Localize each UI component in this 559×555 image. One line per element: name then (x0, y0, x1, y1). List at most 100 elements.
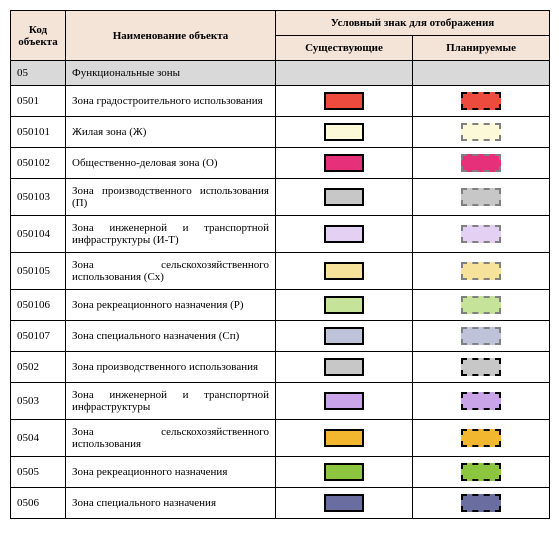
existing-swatch (324, 123, 364, 141)
table-row: 050107Зона специального назначения (Сп) (11, 321, 550, 352)
table-row: 050105Зона сельскохозяйственного использ… (11, 253, 550, 290)
existing-swatch (324, 392, 364, 410)
row-code: 050101 (11, 117, 66, 148)
existing-symbol-cell (276, 216, 413, 253)
planned-symbol-cell (413, 216, 550, 253)
table-row: 0503Зона инженерной и транспортной инфра… (11, 383, 550, 420)
row-name: Зона рекреационного назначения (Р) (66, 290, 276, 321)
table-row: 0505Зона рекреационного назначения (11, 457, 550, 488)
row-code: 050102 (11, 148, 66, 179)
row-code: 0504 (11, 420, 66, 457)
existing-swatch (324, 188, 364, 206)
section-code: 05 (11, 61, 66, 86)
row-name: Жилая зона (Ж) (66, 117, 276, 148)
existing-symbol-cell (276, 290, 413, 321)
planned-symbol-cell (413, 420, 550, 457)
table-row: 050101Жилая зона (Ж) (11, 117, 550, 148)
row-name: Зона сельскохозяйственного использования (66, 420, 276, 457)
header-symbol: Условный знак для отображения (276, 11, 550, 36)
legend-table: Код объекта Наименование объекта Условны… (10, 10, 550, 519)
table-row: 050106Зона рекреационного назначения (Р) (11, 290, 550, 321)
row-name: Зона инженерной и транспортной инфрастру… (66, 216, 276, 253)
table-row: 0501Зона градостроительного использовани… (11, 86, 550, 117)
table-row: 0504Зона сельскохозяйственного использов… (11, 420, 550, 457)
section-existing-cell (276, 61, 413, 86)
row-name: Зона специального назначения (66, 488, 276, 519)
existing-symbol-cell (276, 253, 413, 290)
table-row: 0502Зона производственного использования (11, 352, 550, 383)
row-code: 050106 (11, 290, 66, 321)
planned-symbol-cell (413, 321, 550, 352)
planned-symbol-cell (413, 290, 550, 321)
table-row: 050103Зона производственного использован… (11, 179, 550, 216)
planned-swatch (461, 123, 501, 141)
row-code: 050105 (11, 253, 66, 290)
row-code: 050107 (11, 321, 66, 352)
existing-symbol-cell (276, 117, 413, 148)
row-name: Общественно-деловая зона (О) (66, 148, 276, 179)
header-name: Наименование объекта (66, 11, 276, 61)
planned-swatch (461, 358, 501, 376)
row-code: 0503 (11, 383, 66, 420)
row-code: 0502 (11, 352, 66, 383)
planned-swatch (461, 429, 501, 447)
planned-swatch (461, 154, 501, 172)
existing-symbol-cell (276, 383, 413, 420)
existing-swatch (324, 92, 364, 110)
planned-symbol-cell (413, 148, 550, 179)
row-name: Зона сельскохозяйственного использования… (66, 253, 276, 290)
row-name: Зона рекреационного назначения (66, 457, 276, 488)
table-row: 050104Зона инженерной и транспортной инф… (11, 216, 550, 253)
planned-swatch (461, 327, 501, 345)
row-code: 050103 (11, 179, 66, 216)
existing-swatch (324, 327, 364, 345)
planned-swatch (461, 188, 501, 206)
existing-symbol-cell (276, 86, 413, 117)
row-name: Зона производственного использования (П) (66, 179, 276, 216)
planned-swatch (461, 225, 501, 243)
existing-swatch (324, 429, 364, 447)
existing-swatch (324, 154, 364, 172)
row-code: 0506 (11, 488, 66, 519)
existing-swatch (324, 494, 364, 512)
planned-swatch (461, 296, 501, 314)
row-name: Зона производственного использования (66, 352, 276, 383)
existing-swatch (324, 358, 364, 376)
existing-symbol-cell (276, 321, 413, 352)
planned-swatch (461, 494, 501, 512)
section-row: 05 Функциональные зоны (11, 61, 550, 86)
planned-symbol-cell (413, 253, 550, 290)
row-name: Зона градостроительного использования (66, 86, 276, 117)
row-name: Зона инженерной и транспортной инфрастру… (66, 383, 276, 420)
planned-swatch (461, 262, 501, 280)
table-row: 0506Зона специального назначения (11, 488, 550, 519)
row-code: 050104 (11, 216, 66, 253)
existing-swatch (324, 262, 364, 280)
header-code: Код объекта (11, 11, 66, 61)
table-row: 050102Общественно-деловая зона (О) (11, 148, 550, 179)
planned-symbol-cell (413, 179, 550, 216)
existing-swatch (324, 225, 364, 243)
row-name: Зона специального назначения (Сп) (66, 321, 276, 352)
planned-symbol-cell (413, 117, 550, 148)
section-name: Функциональные зоны (66, 61, 276, 86)
planned-symbol-cell (413, 352, 550, 383)
existing-swatch (324, 463, 364, 481)
header-existing: Существующие (276, 36, 413, 61)
planned-symbol-cell (413, 457, 550, 488)
row-code: 0505 (11, 457, 66, 488)
existing-symbol-cell (276, 148, 413, 179)
row-code: 0501 (11, 86, 66, 117)
existing-symbol-cell (276, 420, 413, 457)
planned-swatch (461, 92, 501, 110)
planned-swatch (461, 463, 501, 481)
legend-body: 05 Функциональные зоны 0501Зона градостр… (11, 61, 550, 519)
planned-symbol-cell (413, 86, 550, 117)
header-planned: Планируемые (413, 36, 550, 61)
existing-swatch (324, 296, 364, 314)
section-planned-cell (413, 61, 550, 86)
planned-symbol-cell (413, 383, 550, 420)
existing-symbol-cell (276, 488, 413, 519)
existing-symbol-cell (276, 457, 413, 488)
planned-swatch (461, 392, 501, 410)
